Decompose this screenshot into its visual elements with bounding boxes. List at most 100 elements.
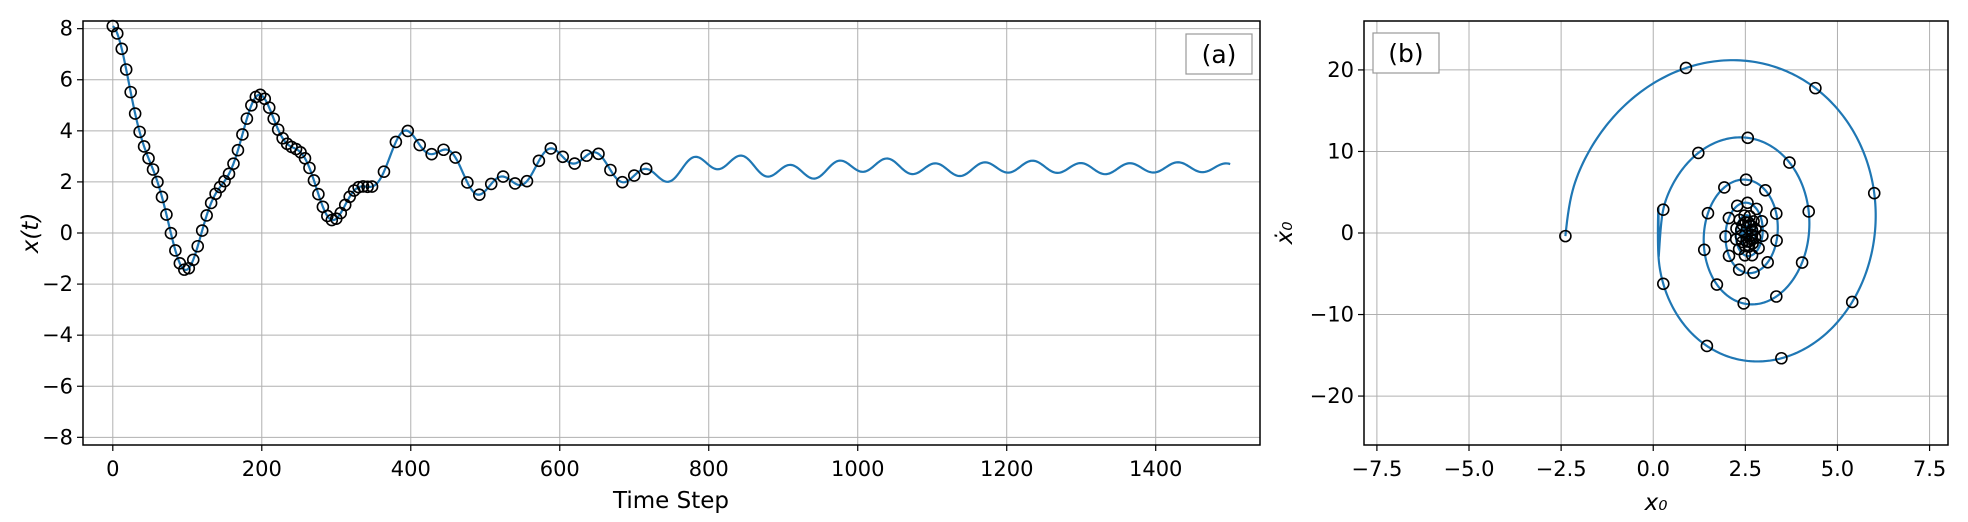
panel-a-data-point bbox=[195, 224, 209, 237]
panel-a-markers bbox=[106, 19, 653, 276]
panel-b-data-point bbox=[1656, 203, 1670, 216]
panel-b-data-point bbox=[1783, 156, 1796, 169]
panel-a-data-point bbox=[356, 180, 370, 193]
panel-b-data-point bbox=[1679, 61, 1693, 75]
panel-a-data-point bbox=[137, 140, 151, 153]
panel-a-y-tick-label: 6 bbox=[60, 68, 73, 92]
panel-a-data-point bbox=[361, 180, 374, 194]
panel-a-data-point bbox=[128, 107, 142, 120]
panel-b-data-point bbox=[1718, 181, 1731, 194]
panel-a-data-point bbox=[253, 88, 267, 102]
panel-a-data-point bbox=[164, 226, 178, 240]
panel-a-data-point bbox=[639, 162, 653, 176]
panel-a-data-point bbox=[520, 174, 534, 188]
panel-a-x-tick-label: 400 bbox=[391, 457, 431, 481]
panel-a-x-tick-label: 0 bbox=[106, 457, 119, 481]
panel-b-y-tick-label: 0 bbox=[1341, 221, 1354, 245]
panel-a-label: (a) bbox=[1202, 40, 1237, 69]
panel-a-series-line-group bbox=[112, 25, 1231, 272]
panel-b-y-tick-label: 20 bbox=[1327, 58, 1354, 82]
panel-a-data-point bbox=[312, 187, 325, 201]
panel-a-data-point bbox=[343, 190, 356, 204]
panel-b-series-line-group bbox=[1564, 59, 1877, 363]
panel-a-data-point bbox=[303, 161, 316, 175]
panel-b-data-point bbox=[1656, 277, 1670, 291]
panel-b-x-tick-label: −5.0 bbox=[1444, 457, 1495, 481]
panel-a-x-tick-label: 600 bbox=[540, 457, 580, 481]
panel-a-data-point bbox=[496, 170, 510, 183]
panel-a-y-tick-label: −2 bbox=[42, 272, 73, 296]
panel-a-data-point bbox=[191, 239, 205, 253]
panel-a-data-point bbox=[115, 42, 129, 56]
panel-a-data-point bbox=[209, 187, 222, 201]
panel-b-x-tick-label: −2.5 bbox=[1536, 457, 1587, 481]
panel-a-data-point bbox=[236, 128, 249, 141]
panel-a-ticks: 0 200 400 600 800 1000 1200 1400 −8 −6 −4 −2 0 2 4 6 8 bbox=[42, 17, 1182, 481]
panel-b-data-point bbox=[1745, 223, 1759, 237]
panel-a-data-point bbox=[110, 27, 124, 40]
panel-b-series-line bbox=[1564, 59, 1877, 363]
panel-b-data-point bbox=[1700, 339, 1714, 353]
panel-b-data-point bbox=[1559, 229, 1572, 243]
panel-a-data-point bbox=[532, 154, 546, 168]
panel-a-data-point bbox=[425, 147, 438, 161]
panel-a-y-tick-label: −6 bbox=[42, 374, 73, 398]
panel-a-data-point bbox=[321, 209, 334, 223]
panel-a-data-point bbox=[437, 143, 450, 157]
panel-a-data-point bbox=[616, 175, 629, 189]
panel-a-data-point bbox=[568, 157, 581, 170]
panel-a-y-axis-label: x(t) bbox=[18, 213, 44, 255]
panel-b-data-point bbox=[1802, 205, 1816, 218]
panel-a-data-point bbox=[580, 149, 593, 162]
panel-b-data-point bbox=[1737, 297, 1751, 310]
panel-a-data-point bbox=[119, 63, 133, 76]
panel-b-y-tick-label: −10 bbox=[1310, 303, 1354, 327]
panel-b-data-point bbox=[1722, 249, 1736, 263]
panel-b-data-point bbox=[1701, 206, 1715, 220]
panel-b-data-point bbox=[1692, 146, 1705, 160]
panel-b-data-point bbox=[1741, 131, 1755, 145]
panel-a-data-point bbox=[604, 163, 617, 177]
panel-a-data-point bbox=[389, 135, 403, 149]
panel-a-data-point bbox=[413, 138, 427, 152]
panel-b-data-point bbox=[1750, 202, 1763, 216]
panel-b-data-point bbox=[1710, 278, 1724, 291]
panel-b-data-point bbox=[1770, 234, 1783, 247]
panel-a-data-point bbox=[146, 163, 160, 176]
panel-b-data-point bbox=[1739, 173, 1753, 186]
panel-a-data-point bbox=[461, 176, 474, 189]
panel-a-data-point bbox=[592, 147, 605, 161]
panel-a-grid bbox=[83, 21, 1260, 445]
panel-a-data-point bbox=[307, 174, 321, 187]
panel-a-y-tick-label: 8 bbox=[60, 17, 73, 41]
panel-b-markers bbox=[1559, 61, 1881, 365]
panel-b-x-tick-label: 7.5 bbox=[1913, 457, 1946, 481]
panel-a-y-tick-label: 4 bbox=[60, 119, 73, 143]
panel-a-data-point bbox=[365, 180, 379, 193]
panel-a-data-point bbox=[508, 177, 522, 190]
panel-b-data-point bbox=[1740, 235, 1753, 248]
panel-b-data-point bbox=[1747, 266, 1760, 279]
panel-a-x-tick-label: 200 bbox=[242, 457, 282, 481]
panel-a-data-point bbox=[449, 151, 462, 164]
panel-b-x-tick-label: −7.5 bbox=[1351, 457, 1402, 481]
panel-a-data-point bbox=[186, 253, 200, 267]
panel-b-data-point bbox=[1759, 183, 1772, 197]
panel-a-data-point bbox=[627, 169, 641, 182]
panel-a-x-tick-label: 1000 bbox=[831, 457, 884, 481]
panel-b-label: (b) bbox=[1388, 39, 1423, 68]
panel-b-data-point bbox=[1742, 216, 1755, 230]
panel-a-x-axis-label: Time Step bbox=[612, 488, 729, 514]
panel-a-data-point bbox=[151, 175, 164, 189]
panel-a-data-point bbox=[200, 209, 213, 222]
panel-b-data-point bbox=[1697, 243, 1711, 257]
panel-b-label-box bbox=[1372, 32, 1440, 74]
panel-a-data-point bbox=[133, 125, 146, 139]
panel-b-grid bbox=[1364, 21, 1948, 445]
panel-a-data-point bbox=[240, 112, 254, 125]
panel-b-data-point bbox=[1775, 351, 1788, 365]
panel-a-data-point bbox=[222, 167, 236, 181]
panel-a-data-point bbox=[124, 85, 137, 99]
panel-a-x-tick-label: 800 bbox=[689, 457, 729, 481]
panel-a-x-tick-label: 1200 bbox=[980, 457, 1033, 481]
